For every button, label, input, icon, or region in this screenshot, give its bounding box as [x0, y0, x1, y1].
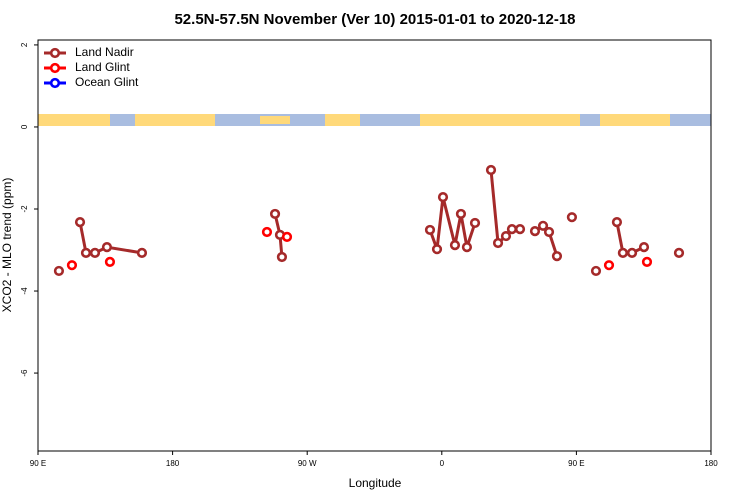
point	[543, 226, 555, 238]
point	[66, 260, 78, 271]
plot-frame	[37, 39, 712, 452]
x-tick-label: 90 E	[568, 459, 584, 468]
point	[281, 231, 293, 242]
point	[80, 247, 92, 258]
x-tick-label: 0	[440, 459, 445, 468]
x-axis-label: Longitude	[349, 476, 402, 490]
point	[566, 212, 578, 223]
point	[500, 230, 512, 242]
point	[276, 251, 288, 263]
point	[74, 217, 86, 228]
y-tick-label: -6	[20, 369, 29, 377]
point	[104, 256, 116, 268]
point	[514, 223, 526, 235]
point	[437, 191, 449, 203]
point	[529, 226, 541, 237]
point	[626, 247, 638, 258]
point	[261, 226, 273, 238]
point	[641, 256, 653, 268]
legend-label: Land Glint	[75, 60, 130, 74]
map-strip	[38, 114, 711, 126]
point	[551, 251, 563, 262]
point	[469, 217, 481, 229]
point	[673, 247, 685, 258]
chart-title: 52.5N-57.5N November (Ver 10) 2015-01-01…	[174, 11, 575, 28]
x-tick-label: 180	[166, 459, 180, 468]
x-tick-label: 90 W	[298, 459, 317, 468]
legend-marker	[49, 62, 61, 74]
point	[611, 217, 623, 228]
point	[506, 223, 518, 235]
point	[537, 220, 549, 231]
point	[461, 242, 473, 253]
point	[603, 260, 615, 271]
point	[590, 265, 602, 277]
point	[89, 247, 101, 258]
point	[431, 244, 443, 255]
y-tick-label: -2	[20, 205, 29, 213]
legend-label: Land Nadir	[75, 45, 134, 59]
y-tick-label: 2	[20, 42, 29, 47]
series-line	[80, 170, 679, 257]
x-tick-label: 90 E	[30, 459, 46, 468]
point	[424, 224, 436, 236]
point	[455, 208, 467, 220]
legend-marker	[49, 47, 61, 59]
point	[449, 239, 461, 251]
y-axis-label: XCO2 - MLO trend (ppm)	[0, 178, 14, 313]
legend-marker	[49, 77, 61, 89]
point	[101, 242, 113, 253]
y-tick-label: -4	[20, 287, 29, 295]
y-tick-label: 0	[20, 124, 29, 129]
x-tick-label: 180	[704, 459, 718, 468]
point	[269, 208, 281, 220]
point	[638, 242, 650, 253]
point	[485, 164, 497, 176]
point	[53, 265, 65, 277]
point	[492, 237, 504, 249]
point	[136, 247, 148, 258]
point	[617, 247, 629, 258]
legend-label: Ocean Glint	[75, 75, 139, 89]
